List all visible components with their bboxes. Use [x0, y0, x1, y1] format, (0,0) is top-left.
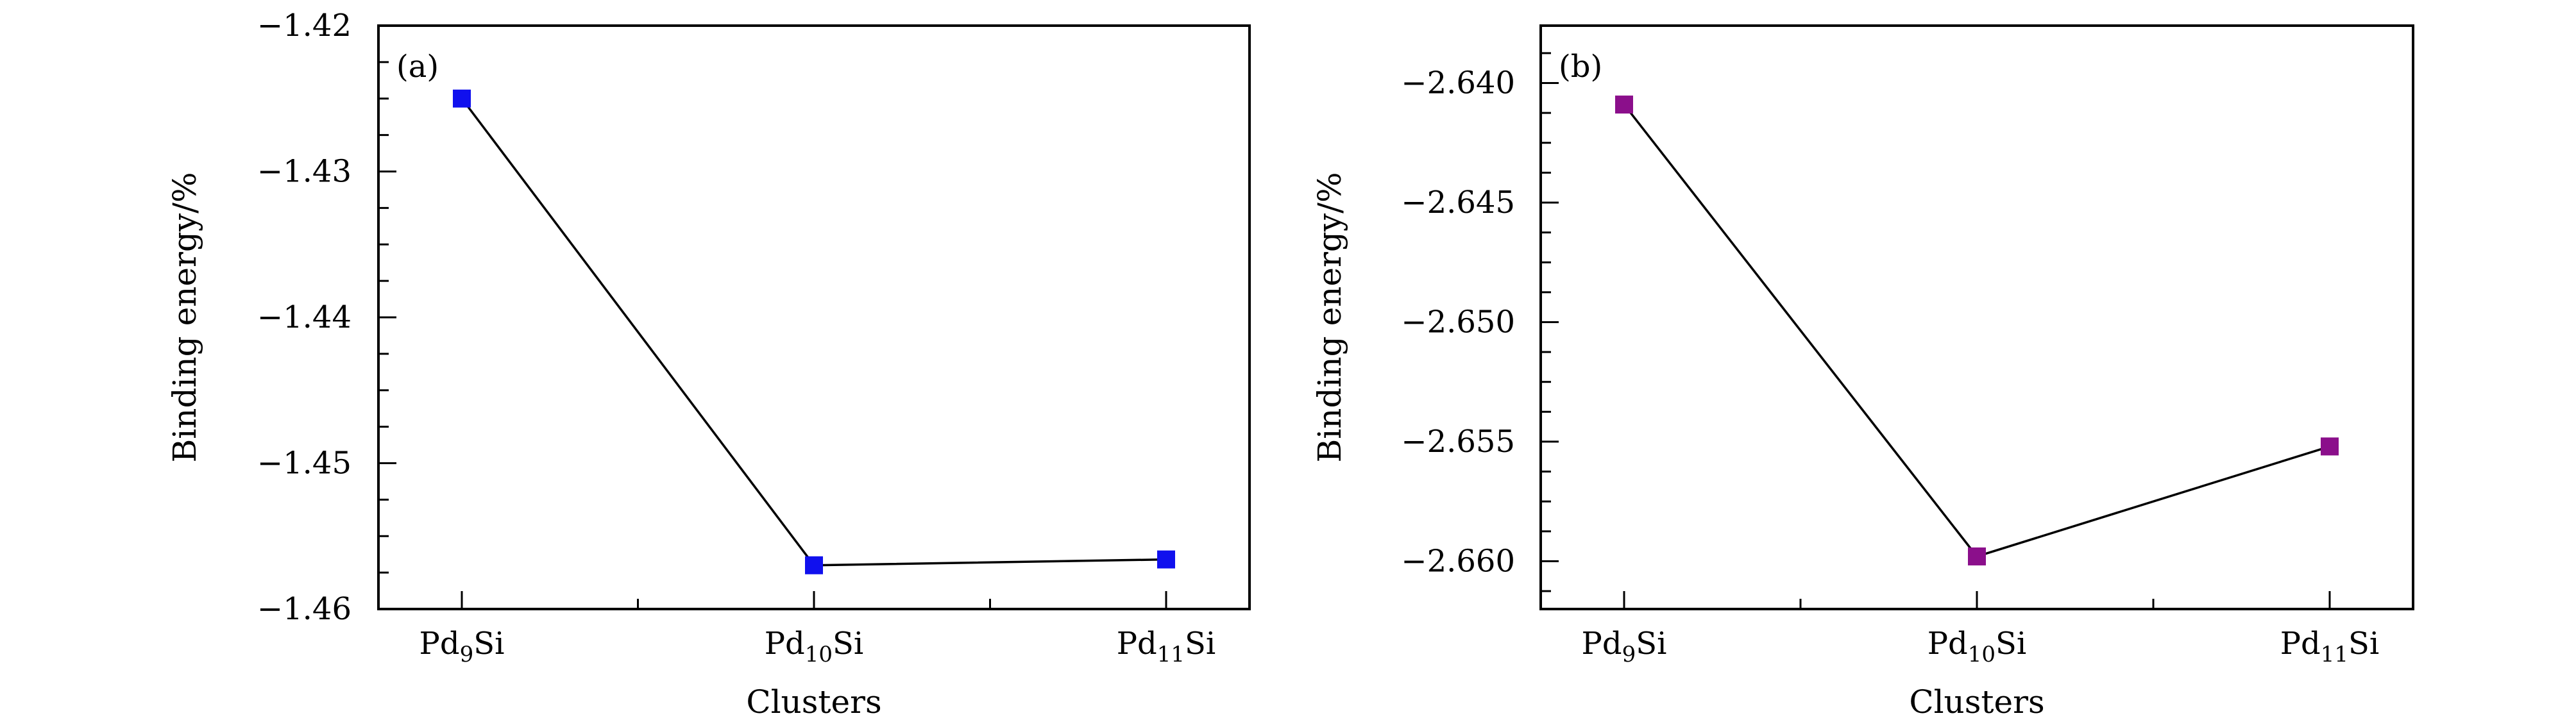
panel-label: (b) — [1559, 49, 1602, 85]
y-tick-label: −1.45 — [257, 446, 352, 481]
data-point-marker — [1968, 547, 1986, 565]
x-tick-label: Pd9Si — [419, 626, 505, 667]
y-axis-label: Binding energy/% — [1311, 172, 1348, 463]
x-axis-label: Clusters — [746, 683, 881, 721]
y-tick-label: −2.645 — [1401, 185, 1515, 221]
x-tick-label: Pd9Si — [1582, 626, 1667, 667]
x-tick-label: Pd10Si — [1928, 626, 2027, 667]
y-tick-label: −1.46 — [257, 591, 352, 627]
panel-label: (a) — [396, 49, 439, 85]
y-tick-label: −1.42 — [257, 8, 352, 44]
data-point-marker — [805, 556, 823, 574]
y-tick-label: −2.650 — [1401, 304, 1515, 340]
x-tick-label: Pd11Si — [2280, 626, 2380, 667]
y-tick-label: −1.44 — [257, 299, 352, 335]
y-axis-label: Binding energy/% — [166, 172, 203, 463]
x-tick-label: Pd11Si — [1117, 626, 1216, 667]
data-point-marker — [1615, 96, 1633, 114]
y-tick-label: −1.43 — [257, 154, 352, 190]
x-axis-label: Clusters — [1909, 683, 2044, 721]
data-point-marker — [1157, 550, 1175, 569]
y-tick-label: −2.640 — [1401, 65, 1515, 101]
data-point-marker — [2321, 437, 2339, 456]
panel-a: −1.46 −1.45 −1.44 −1.43 −1.42 Pd9Si Pd10Si Pd11… — [166, 8, 1251, 721]
y-tick-label: −2.660 — [1401, 543, 1515, 579]
y-tick-label: −2.655 — [1401, 424, 1515, 460]
panel-b: −2.660 −2.655 −2.650 −2.645 −2.640 Pd9Si Pd10S… — [1311, 24, 2414, 721]
data-point-marker — [453, 89, 471, 108]
x-tick-label: Pd10Si — [765, 626, 864, 667]
